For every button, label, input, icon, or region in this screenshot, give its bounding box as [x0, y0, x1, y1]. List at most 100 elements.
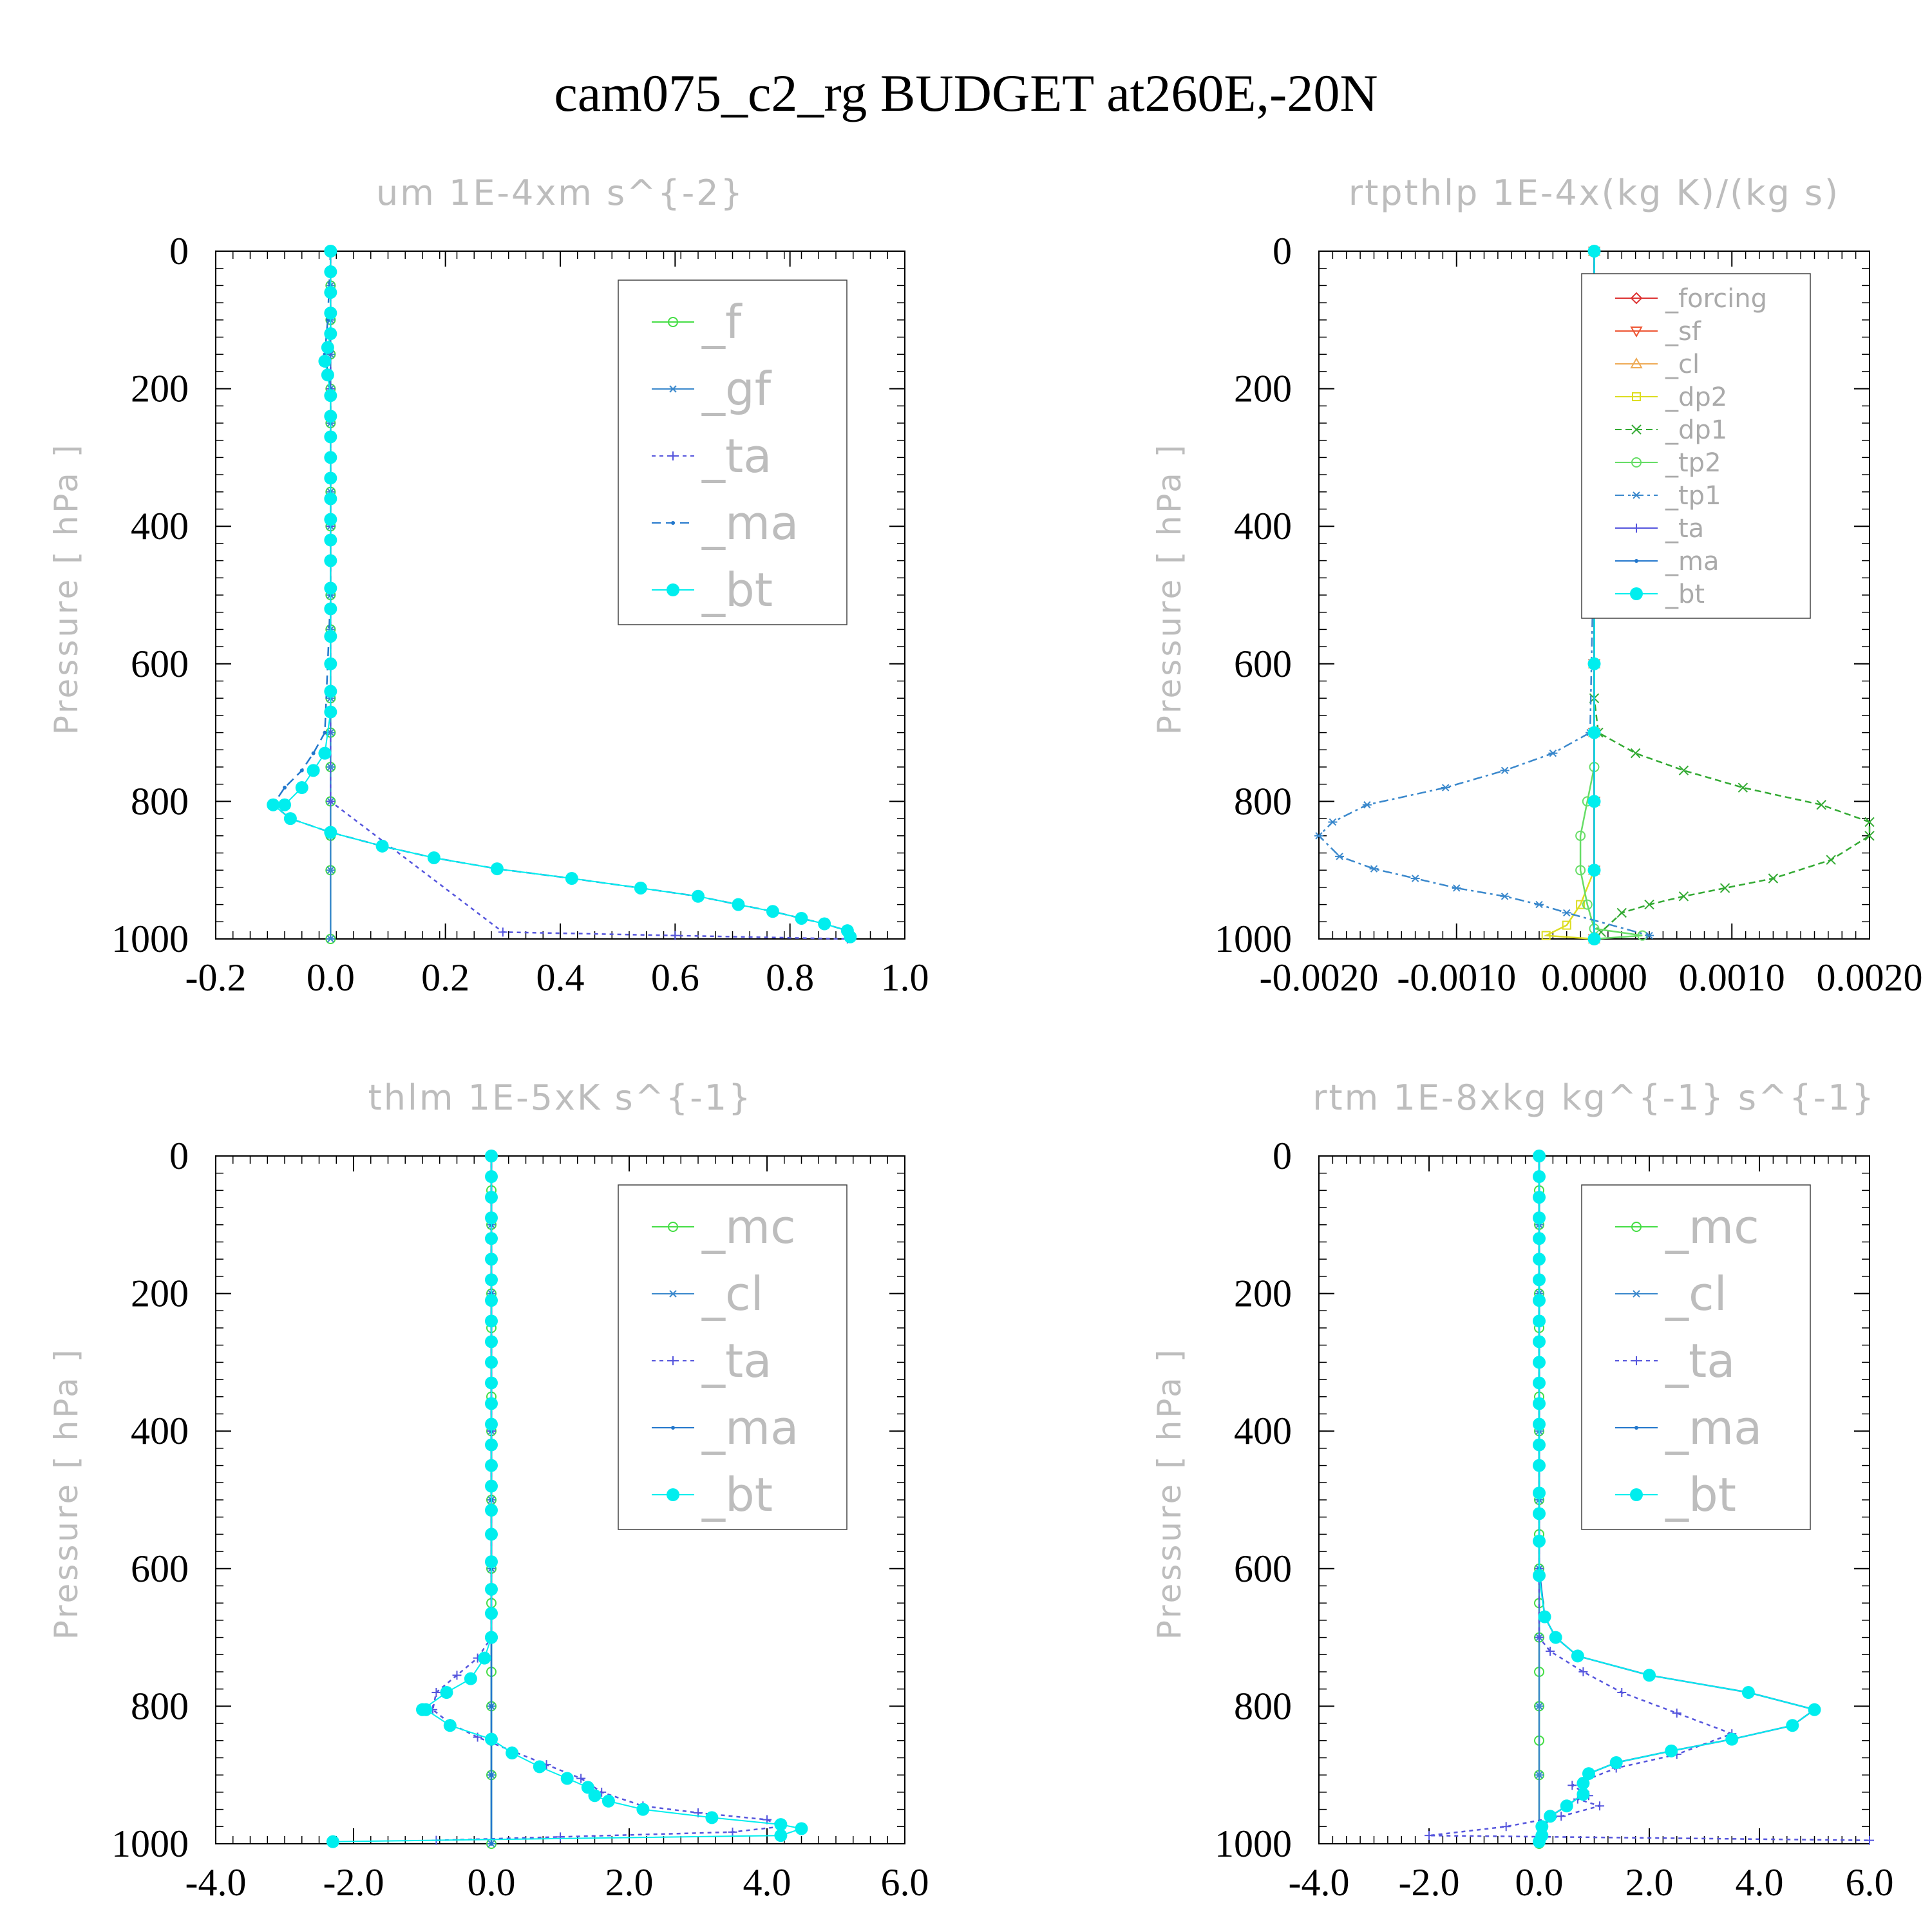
data-point — [1575, 830, 1586, 841]
x-tick-label: 2.0 — [1625, 1861, 1674, 1904]
panel-title: um 1E-4xm s^{-2} — [376, 173, 744, 213]
data-point — [1335, 853, 1345, 860]
data-point — [1665, 1744, 1678, 1757]
data-point — [1535, 1702, 1544, 1710]
data-point — [443, 1719, 457, 1732]
data-point — [485, 1376, 498, 1390]
legend-marker — [1632, 491, 1641, 499]
legend-marker — [1630, 1488, 1643, 1501]
data-point — [774, 1818, 788, 1832]
data-point — [1500, 893, 1510, 900]
legend-label: _cl — [1665, 350, 1700, 379]
data-point — [299, 768, 304, 773]
data-point — [485, 1273, 498, 1287]
y-tick-label: 0 — [1273, 1135, 1292, 1177]
data-point — [440, 1686, 453, 1700]
data-point — [485, 1335, 498, 1349]
data-point — [1567, 1781, 1577, 1790]
data-point — [485, 1732, 498, 1746]
data-point — [485, 1397, 498, 1410]
data-point — [318, 354, 332, 368]
y-tick-label: 800 — [1234, 780, 1292, 822]
data-point — [1538, 1610, 1551, 1624]
data-point — [485, 1528, 498, 1541]
legend-marker — [1632, 392, 1641, 401]
legend-label: _bt — [1665, 1468, 1736, 1522]
data-point — [1533, 1273, 1546, 1287]
legend: _f _gf _ta _ma _bt — [618, 279, 848, 625]
data-point — [321, 341, 334, 354]
data-point — [1576, 900, 1586, 909]
data-point — [375, 839, 389, 853]
y-tick-label: 600 — [1234, 1548, 1292, 1590]
data-point — [321, 368, 334, 382]
x-tick-label: 0.0 — [307, 956, 355, 999]
legend-label: _sf — [1665, 317, 1701, 346]
data-point — [324, 430, 337, 444]
data-point — [1452, 884, 1461, 892]
data-point — [485, 1417, 498, 1431]
legend-marker — [668, 1290, 677, 1298]
data-point — [311, 751, 316, 755]
legend-label: _ma — [701, 1401, 799, 1455]
data-point — [1587, 864, 1601, 877]
chart-panels: um 1E-4xm s^{-2}Pressure [ hPa ]-0.2 0.0 0… — [48, 173, 1923, 1904]
data-point — [485, 1232, 498, 1245]
y-axis-label: Pressure [ hPa ] — [1151, 442, 1188, 735]
data-point — [1587, 657, 1601, 670]
legend-box — [1581, 1184, 1811, 1530]
data-point — [1533, 1211, 1546, 1225]
data-point — [307, 764, 320, 777]
series-group — [267, 245, 857, 944]
y-tick-label: 1000 — [111, 1823, 189, 1865]
legend: _mc _cl _ta _ma _bt — [1581, 1184, 1811, 1530]
data-point — [324, 602, 337, 616]
data-point — [1678, 891, 1689, 902]
x-tick-label: 0.6 — [651, 956, 699, 999]
legend-label: _ta — [701, 429, 772, 483]
y-tick-label: 0 — [169, 1135, 189, 1177]
x-tick-label: -0.0020 — [1260, 956, 1379, 999]
y-tick-label: 0 — [1273, 230, 1292, 272]
data-point — [1575, 865, 1586, 876]
chart-panel-4: rtm 1E-8xkg kg^{-1} s^{-1} Pressure [ hPa… — [1151, 1077, 1894, 1904]
data-point — [1533, 1535, 1546, 1548]
data-point — [485, 1631, 498, 1644]
series-group — [1425, 1150, 1874, 1849]
legend-label: _f — [701, 295, 743, 349]
data-point — [1533, 1191, 1546, 1204]
legend-label: _mc — [1665, 1200, 1759, 1254]
legend-marker — [1634, 1426, 1638, 1430]
data-point — [1533, 1253, 1546, 1266]
legend-marker — [1631, 424, 1642, 435]
data-point — [1557, 1812, 1566, 1821]
data-point — [1544, 1810, 1557, 1823]
data-point — [1562, 920, 1571, 930]
legend-marker — [667, 583, 679, 596]
legend-marker — [667, 1488, 679, 1501]
x-tick-label: 0.4 — [536, 956, 585, 999]
data-point — [485, 1438, 498, 1452]
y-tick-label: 200 — [1234, 1273, 1292, 1315]
data-point — [267, 798, 280, 811]
data-point — [326, 1835, 339, 1848]
data-point — [1533, 1376, 1546, 1390]
y-tick-label: 600 — [131, 643, 189, 685]
data-point — [485, 1504, 498, 1517]
data-point — [1864, 831, 1875, 841]
data-point — [324, 685, 337, 698]
data-point — [324, 286, 337, 299]
data-point — [1500, 766, 1510, 775]
data-point — [324, 582, 337, 595]
chart-panel-2: rtpthlp 1E-4x(kg K)/(kg s) Pressure [ hPa… — [1151, 173, 1923, 999]
legend-marker — [668, 451, 677, 460]
data-point — [324, 492, 337, 506]
legend-label: _ma — [1665, 1401, 1762, 1455]
legend-marker — [1630, 587, 1643, 600]
data-point — [485, 1191, 498, 1204]
legend-marker — [1632, 1356, 1641, 1365]
series-line — [431, 1156, 784, 1841]
data-point — [1768, 873, 1779, 884]
data-point — [427, 851, 440, 864]
data-point — [489, 1842, 493, 1846]
